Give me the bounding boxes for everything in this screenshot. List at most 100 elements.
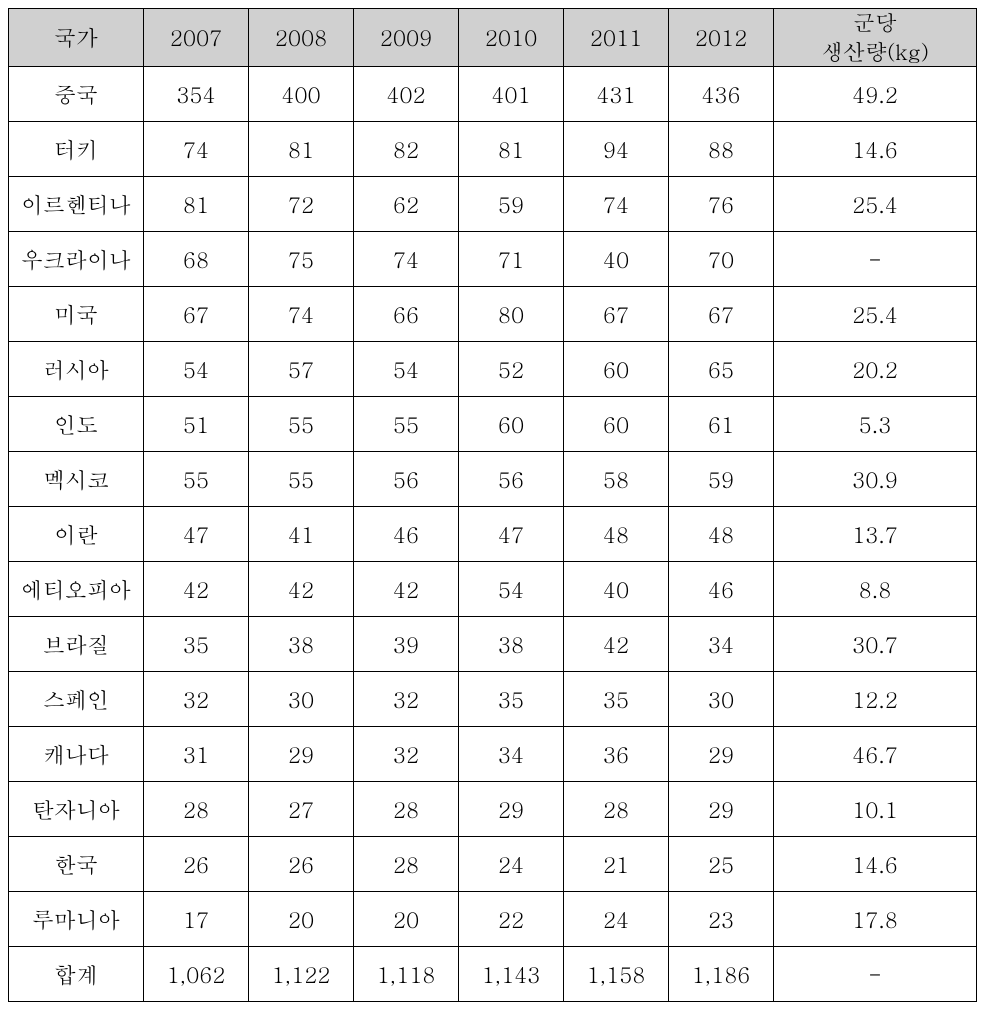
table-cell: 28 [354, 837, 459, 892]
table-cell: 61 [669, 397, 774, 452]
table-cell: 62 [354, 177, 459, 232]
table-cell: 루마니아 [9, 892, 144, 947]
header-row: 국가200720082009201020112012군당생산량(kg) [9, 9, 977, 67]
table-cell: 12.2 [774, 672, 977, 727]
table-cell: 한국 [9, 837, 144, 892]
table-cell: 32 [144, 672, 249, 727]
table-cell: 55 [249, 397, 354, 452]
table-cell: 52 [459, 342, 564, 397]
table-cell: 이르헨티나 [9, 177, 144, 232]
table-cell: - [774, 947, 977, 1002]
table-cell: 54 [459, 562, 564, 617]
table-cell: 72 [249, 177, 354, 232]
table-row: 터키74818281948814.6 [9, 122, 977, 177]
table-cell: 401 [459, 67, 564, 122]
table-cell: 402 [354, 67, 459, 122]
table-row: 캐나다31293234362946.7 [9, 727, 977, 782]
table-cell: 중국 [9, 67, 144, 122]
table-cell: 1,122 [249, 947, 354, 1002]
table-cell: 436 [669, 67, 774, 122]
table-cell: 57 [249, 342, 354, 397]
table-cell: 41 [249, 507, 354, 562]
table-cell: 56 [354, 452, 459, 507]
table-cell: 66 [354, 287, 459, 342]
table-row: 스페인32303235353012.2 [9, 672, 977, 727]
table-row: 멕시코55555656585930.9 [9, 452, 977, 507]
table-cell: 74 [564, 177, 669, 232]
table-cell: 82 [354, 122, 459, 177]
table-cell: 10.1 [774, 782, 977, 837]
table-cell: 러시아 [9, 342, 144, 397]
table-cell: 1,062 [144, 947, 249, 1002]
table-cell: 46.7 [774, 727, 977, 782]
header-cell: 국가 [9, 9, 144, 67]
header-cell: 2007 [144, 9, 249, 67]
table-cell: 81 [144, 177, 249, 232]
table-cell: 81 [459, 122, 564, 177]
table-cell: 14.6 [774, 122, 977, 177]
table-cell: 합계 [9, 947, 144, 1002]
table-cell: 42 [564, 617, 669, 672]
table-cell: 38 [459, 617, 564, 672]
table-cell: 60 [564, 397, 669, 452]
table-cell: 25.4 [774, 287, 977, 342]
table-cell: 1,118 [354, 947, 459, 1002]
header-cell: 2011 [564, 9, 669, 67]
header-cell: 2010 [459, 9, 564, 67]
table-cell: 29 [669, 727, 774, 782]
table-cell: - [774, 232, 977, 287]
table-cell: 우크라이나 [9, 232, 144, 287]
table-cell: 14.6 [774, 837, 977, 892]
table-cell: 36 [564, 727, 669, 782]
table-cell: 54 [354, 342, 459, 397]
table-cell: 47 [459, 507, 564, 562]
table-cell: 1,186 [669, 947, 774, 1002]
table-cell: 22 [459, 892, 564, 947]
table-cell: 28 [354, 782, 459, 837]
table-cell: 75 [249, 232, 354, 287]
table-row: 합계1,0621,1221,1181,1431,1581,186- [9, 947, 977, 1002]
table-cell: 80 [459, 287, 564, 342]
table-cell: 5.3 [774, 397, 977, 452]
table-cell: 31 [144, 727, 249, 782]
table-cell: 42 [354, 562, 459, 617]
table-cell: 46 [669, 562, 774, 617]
table-cell: 이란 [9, 507, 144, 562]
table-cell: 29 [459, 782, 564, 837]
table-cell: 미국 [9, 287, 144, 342]
table-cell: 48 [564, 507, 669, 562]
table-cell: 67 [144, 287, 249, 342]
table-cell: 24 [459, 837, 564, 892]
table-cell: 40 [564, 232, 669, 287]
table-cell: 51 [144, 397, 249, 452]
table-cell: 59 [669, 452, 774, 507]
table-cell: 74 [249, 287, 354, 342]
table-cell: 70 [669, 232, 774, 287]
table-row: 우크라이나687574714070- [9, 232, 977, 287]
table-cell: 81 [249, 122, 354, 177]
table-cell: 38 [249, 617, 354, 672]
table-cell: 13.7 [774, 507, 977, 562]
table-cell: 431 [564, 67, 669, 122]
table-cell: 42 [144, 562, 249, 617]
table-cell: 20 [249, 892, 354, 947]
table-cell: 28 [564, 782, 669, 837]
table-cell: 29 [669, 782, 774, 837]
table-cell: 26 [144, 837, 249, 892]
table-cell: 74 [354, 232, 459, 287]
table-cell: 스페인 [9, 672, 144, 727]
table-row: 탄자니아28272829282910.1 [9, 782, 977, 837]
table-cell: 탄자니아 [9, 782, 144, 837]
table-cell: 30.7 [774, 617, 977, 672]
table-cell: 30 [669, 672, 774, 727]
table-header: 국가200720082009201020112012군당생산량(kg) [9, 9, 977, 67]
table-cell: 21 [564, 837, 669, 892]
table-row: 이르헨티나81726259747625.4 [9, 177, 977, 232]
table-body: 중국35440040240143143649.2터키74818281948814… [9, 67, 977, 1002]
table-cell: 40 [564, 562, 669, 617]
table-cell: 에티오피아 [9, 562, 144, 617]
table-cell: 67 [669, 287, 774, 342]
table-cell: 17 [144, 892, 249, 947]
table-cell: 28 [144, 782, 249, 837]
table-cell: 47 [144, 507, 249, 562]
